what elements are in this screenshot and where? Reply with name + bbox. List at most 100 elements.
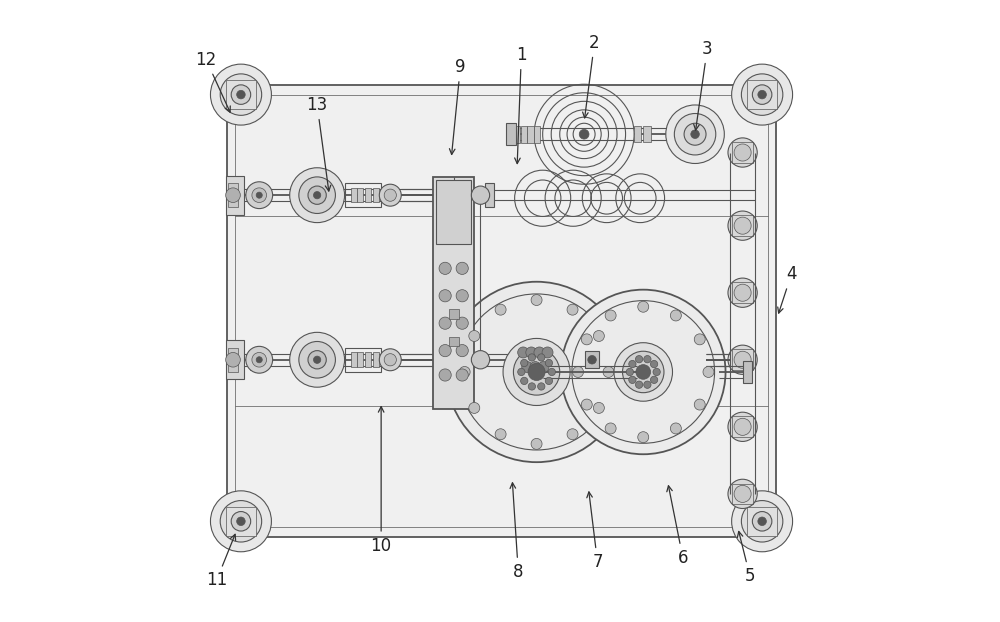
Bar (732, 483, 753, 504)
Circle shape (446, 282, 627, 462)
Circle shape (636, 364, 651, 379)
Bar (351, 188, 357, 203)
Circle shape (439, 317, 451, 329)
Circle shape (758, 90, 766, 99)
Circle shape (210, 64, 271, 125)
Text: 4: 4 (778, 266, 797, 313)
Circle shape (518, 347, 529, 358)
Circle shape (644, 381, 651, 388)
Circle shape (734, 485, 751, 503)
Circle shape (732, 64, 793, 125)
Circle shape (308, 351, 326, 369)
Circle shape (471, 351, 490, 369)
Circle shape (226, 188, 240, 203)
Circle shape (545, 378, 553, 384)
Bar (227, 85, 776, 537)
Text: 7: 7 (587, 492, 603, 571)
Circle shape (456, 345, 468, 356)
Circle shape (573, 366, 584, 378)
Circle shape (456, 369, 468, 381)
Circle shape (545, 360, 553, 366)
Text: 13: 13 (307, 96, 331, 191)
Circle shape (530, 361, 541, 373)
Circle shape (439, 345, 451, 356)
Bar (235, 95, 768, 527)
Bar (351, 353, 357, 367)
Circle shape (246, 182, 273, 208)
Text: 6: 6 (667, 486, 688, 567)
Circle shape (561, 290, 726, 454)
Circle shape (567, 429, 578, 440)
Bar (250, 350, 255, 369)
Bar (732, 142, 753, 163)
Circle shape (469, 402, 480, 414)
Circle shape (605, 423, 616, 434)
Circle shape (528, 383, 536, 390)
Circle shape (567, 304, 578, 315)
Circle shape (521, 360, 528, 366)
Circle shape (691, 130, 699, 139)
Circle shape (384, 354, 396, 366)
Circle shape (531, 295, 542, 305)
Circle shape (734, 217, 751, 234)
Circle shape (256, 192, 262, 198)
Circle shape (674, 113, 716, 155)
Circle shape (741, 501, 783, 542)
Circle shape (237, 517, 245, 526)
Circle shape (220, 501, 262, 542)
Circle shape (538, 383, 545, 390)
Circle shape (728, 345, 757, 374)
Bar (228, 183, 238, 207)
Bar (433, 177, 474, 409)
Circle shape (703, 366, 714, 378)
Circle shape (220, 74, 262, 115)
Bar (226, 175, 244, 215)
Bar (534, 126, 540, 143)
Bar (345, 183, 381, 207)
Circle shape (644, 356, 651, 363)
Text: 1: 1 (515, 46, 527, 164)
Circle shape (593, 402, 604, 414)
Circle shape (252, 353, 267, 367)
Bar (261, 185, 266, 205)
Bar (365, 353, 371, 367)
Circle shape (538, 361, 549, 373)
Bar (513, 126, 520, 143)
Circle shape (231, 85, 251, 104)
Circle shape (313, 192, 321, 199)
Circle shape (670, 310, 681, 321)
Bar (732, 282, 753, 303)
Circle shape (495, 304, 506, 315)
Bar (732, 350, 753, 370)
Bar (449, 337, 459, 346)
Circle shape (638, 432, 649, 443)
Bar (747, 507, 777, 536)
Bar (527, 126, 534, 143)
Circle shape (734, 351, 751, 368)
Circle shape (299, 177, 335, 213)
Bar (250, 185, 255, 205)
Bar (357, 188, 363, 203)
Circle shape (308, 186, 326, 205)
Circle shape (614, 343, 673, 401)
Circle shape (237, 90, 245, 99)
Circle shape (531, 439, 542, 449)
Text: 8: 8 (510, 483, 524, 581)
Bar (256, 350, 261, 369)
Bar (732, 417, 753, 437)
Circle shape (528, 354, 536, 361)
Circle shape (495, 429, 506, 440)
Circle shape (439, 262, 451, 274)
Bar (226, 340, 244, 379)
Bar (373, 188, 379, 203)
Text: 12: 12 (196, 51, 230, 112)
Bar (228, 348, 238, 372)
Circle shape (522, 361, 533, 373)
Circle shape (728, 479, 757, 509)
Circle shape (439, 290, 451, 302)
Circle shape (734, 284, 751, 301)
Circle shape (513, 349, 560, 395)
Circle shape (538, 354, 545, 361)
Circle shape (226, 353, 240, 367)
Circle shape (758, 517, 766, 526)
